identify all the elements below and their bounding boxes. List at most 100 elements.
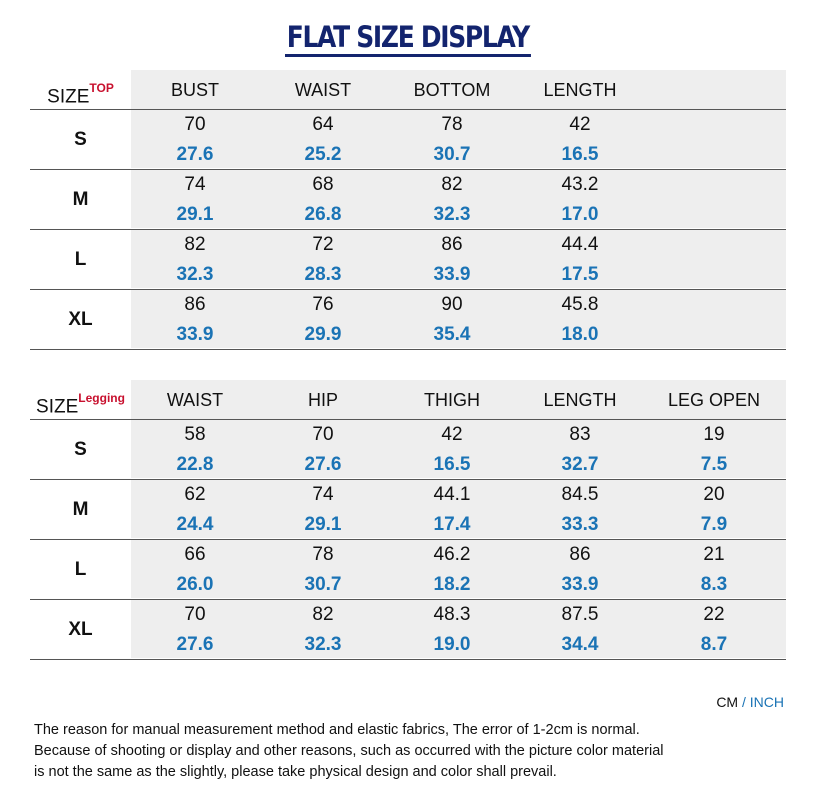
size-label: M	[72, 499, 89, 520]
row-shade	[131, 600, 786, 658]
cm-value: 44.4	[561, 234, 599, 255]
cm-value: 42	[569, 114, 591, 135]
column-header: LENGTH	[543, 390, 617, 410]
size-label: L	[74, 559, 87, 580]
table-header-row: SIZELegging WAIST HIP THIGH LENGTH LEG OPEN	[30, 380, 786, 420]
inch-value: 26.0	[176, 574, 214, 595]
cm-value: 76	[312, 294, 334, 315]
header-shade	[131, 380, 786, 419]
header-shade	[131, 70, 786, 109]
size-label: XL	[68, 619, 93, 640]
size-label: S	[74, 439, 87, 460]
inch-value: 19.0	[433, 634, 471, 655]
cm-value: 66	[184, 544, 206, 565]
cm-value: 46.2	[433, 544, 471, 565]
inch-value: 30.7	[304, 574, 342, 595]
cm-value: 43.2	[561, 174, 599, 195]
table-row: S 58 70 42 83 19 22.8 27.6 16.5 32.7 7.5	[30, 420, 786, 480]
inch-value: 17.4	[433, 514, 471, 535]
cm-value: 48.3	[433, 604, 471, 625]
inch-value: 29.1	[304, 514, 342, 535]
cm-value: 70	[184, 114, 206, 135]
table-header-row: SIZETOP BUST WAIST BOTTOM LENGTH	[30, 70, 786, 110]
size-header-label: SIZE	[47, 86, 90, 108]
table-row: L 66 78 46.2 86 21 26.0 30.7 18.2 33.9 8.3	[30, 540, 786, 600]
inch-value: 17.5	[561, 264, 599, 285]
column-header: THIGH	[424, 390, 480, 410]
inch-value: 33.9	[176, 324, 214, 345]
size-label: XL	[68, 309, 93, 330]
cm-value: 86	[184, 294, 206, 315]
inch-value: 34.4	[561, 634, 599, 655]
row-shade	[131, 170, 786, 228]
inch-value: 26.8	[304, 204, 342, 225]
cm-value: 58	[184, 424, 206, 445]
cm-value: 72	[312, 234, 334, 255]
note-line: The reason for manual measurement method…	[34, 722, 640, 738]
cm-value: 70	[184, 604, 206, 625]
cm-value: 45.8	[561, 294, 599, 315]
inch-value: 27.6	[176, 144, 214, 165]
table-row: XL 70 82 48.3 87.5 22 27.6 32.3 19.0 34.4 8.7	[30, 600, 786, 660]
inch-value: 22.8	[176, 454, 214, 475]
inch-value: 18.0	[561, 324, 599, 345]
inch-value: 33.3	[561, 514, 599, 535]
note-line: is not the same as the slightly, please …	[34, 764, 557, 780]
cm-value: 64	[312, 114, 334, 135]
size-header-label: SIZE	[36, 396, 79, 418]
table-row: XL 86 76 90 45.8 33.9 29.9 35.4 18.0	[30, 290, 786, 350]
cm-value: 42	[441, 424, 463, 445]
column-header: WAIST	[166, 390, 224, 410]
inch-value: 24.4	[176, 514, 214, 535]
table-row: M 74 68 82 43.2 29.1 26.8 32.3 17.0	[30, 170, 786, 230]
cm-value: 82	[184, 234, 206, 255]
inch-value: 29.1	[176, 204, 214, 225]
page-title-wrap: FLAT SIZE DISPLAY	[0, 20, 816, 57]
inch-value: 17.0	[561, 204, 599, 225]
row-shade	[131, 110, 786, 168]
table-row: L 82 72 86 44.4 32.3 28.3 33.9 17.5	[30, 230, 786, 290]
size-label: L	[74, 249, 87, 270]
cm-value: 20	[703, 484, 725, 505]
inch-value: 8.7	[700, 634, 728, 655]
column-header: LENGTH	[543, 80, 617, 100]
inch-value: 32.3	[304, 634, 342, 655]
cm-value: 82	[312, 604, 334, 625]
inch-value: 33.9	[433, 264, 471, 285]
row-shade	[131, 420, 786, 478]
inch-value: 27.6	[176, 634, 214, 655]
size-header-superscript: Legging	[78, 391, 125, 405]
size-header: SIZELegging	[30, 380, 131, 419]
column-header: WAIST	[294, 80, 352, 100]
cm-value: 78	[312, 544, 334, 565]
cm-value: 70	[312, 424, 334, 445]
cm-value: 83	[569, 424, 591, 445]
cm-value: 78	[441, 114, 463, 135]
legend-inch: INCH	[749, 694, 784, 710]
row-shade	[131, 540, 786, 598]
cm-value: 44.1	[433, 484, 471, 505]
legging-size-table: SIZELegging WAIST HIP THIGH LENGTH LEG OPEN S 5…	[30, 380, 786, 660]
size-header: SIZETOP	[30, 70, 131, 109]
page-title: FLAT SIZE DISPLAY	[285, 20, 531, 57]
inch-value: 29.9	[304, 324, 342, 345]
column-header: BOTTOM	[413, 80, 491, 100]
inch-value: 18.2	[433, 574, 471, 595]
row-shade	[131, 290, 786, 348]
cm-value: 74	[312, 484, 334, 505]
note-line: Because of shooting or display and other…	[34, 743, 664, 759]
inch-value: 25.2	[304, 144, 342, 165]
inch-value: 33.9	[561, 574, 599, 595]
row-shade	[131, 480, 786, 538]
disclaimer-notes: The reason for manual measurement method…	[34, 720, 794, 783]
cm-value: 87.5	[561, 604, 599, 625]
cm-value: 62	[184, 484, 206, 505]
inch-value: 8.3	[700, 574, 728, 595]
inch-value: 32.3	[433, 204, 471, 225]
column-header: LEG OPEN	[667, 390, 761, 410]
inch-value: 7.9	[700, 514, 728, 535]
unit-legend: CM / INCH	[716, 694, 784, 710]
cm-value: 68	[312, 174, 334, 195]
cm-value: 86	[569, 544, 591, 565]
inch-value: 35.4	[433, 324, 471, 345]
